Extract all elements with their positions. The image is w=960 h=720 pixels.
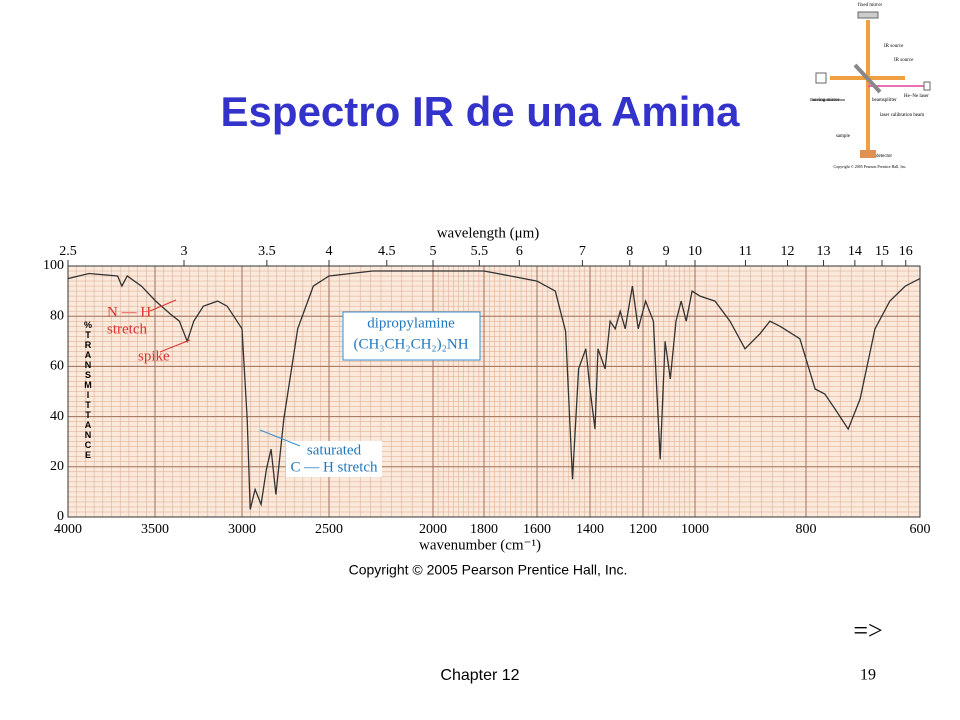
x2-tick-label: 9: [663, 244, 670, 259]
x2-tick-label: 8: [626, 244, 633, 259]
diagram-label: detector: [876, 154, 892, 159]
beamsplitter: [853, 63, 882, 94]
y-tick-label: 80: [50, 308, 64, 323]
x2-tick-label: 4: [326, 244, 333, 259]
detector: [860, 150, 876, 158]
x2-tick-label: 2.5: [59, 244, 77, 259]
annotation: N — H: [107, 304, 151, 320]
x2-tick-label: 16: [899, 244, 913, 259]
copyright: Copyright © 2005 Pearson Prentice Hall, …: [349, 562, 628, 578]
x-tick-label: 1800: [470, 522, 498, 537]
x-tick-label: 1400: [576, 522, 604, 537]
diagram-label: IR source: [894, 58, 914, 63]
y-tick-label: 60: [50, 359, 64, 374]
diagram-label: fixed mirror: [858, 3, 883, 8]
plot-frame: [67, 265, 921, 518]
annotation-line: [149, 299, 177, 312]
annotation: spike: [138, 348, 170, 364]
x2-tick-label: 14: [848, 244, 862, 259]
page-number: 19: [860, 667, 876, 684]
x2-axis-title: wavelength (μm): [437, 225, 540, 241]
diagram-label: IR source: [884, 44, 904, 49]
x-tick-label: 1200: [629, 522, 657, 537]
mirror: [815, 72, 827, 84]
x-tick-label: 3500: [141, 522, 169, 537]
x-tick-label: 600: [910, 522, 931, 537]
x2-tick-label: 7: [579, 244, 586, 259]
y-tick-label: 20: [50, 459, 64, 474]
y-tick-label: 40: [50, 409, 64, 424]
x2-tick-label: 4.5: [378, 244, 396, 259]
next-arrow[interactable]: =>: [853, 616, 882, 645]
diagram-bg: [812, 2, 930, 178]
x-tick-label: 1600: [523, 522, 551, 537]
x2-tick-label: 3: [181, 244, 188, 259]
mirror: [857, 11, 879, 19]
diagram-label: He–Ne laser: [904, 94, 929, 99]
x2-tick-label: 5: [430, 244, 437, 259]
interferometer-diagram: [812, 2, 931, 178]
x-axis-title: wavenumber (cm⁻¹): [419, 537, 541, 553]
diagram-label: beamsplitter: [872, 98, 897, 103]
x2-tick-label: 3.5: [258, 244, 276, 259]
x2-tick-label: 11: [739, 244, 752, 259]
footer: Chapter 12: [440, 667, 519, 684]
diagram-label: moving mirror: [810, 98, 840, 103]
annotation-box: [342, 311, 481, 361]
slide-title: Espectro IR de una Amina: [221, 88, 741, 135]
laser: [923, 81, 931, 91]
x-tick-label: 2000: [419, 522, 447, 537]
diagram-label: sample: [836, 134, 851, 139]
annotation: (CH₃CH₂CH₂)₂NH: [353, 336, 468, 352]
x-tick-label: 1000: [681, 522, 709, 537]
diagram-copyright: Copyright © 2005 Pearson Prentice Hall, …: [833, 164, 906, 170]
x2-tick-label: 6: [516, 244, 523, 259]
x2-tick-label: 12: [781, 244, 795, 259]
annotation: saturated: [307, 442, 362, 458]
annotation: dipropylamine: [367, 315, 455, 331]
x2-tick-label: 13: [817, 244, 831, 259]
y-tick-label: 0: [57, 509, 64, 524]
annotation: C — H stretch: [290, 459, 378, 475]
annotation-box: [286, 441, 382, 477]
x-tick-label: 3000: [228, 522, 256, 537]
x-tick-label: 4000: [54, 522, 82, 537]
annotation: stretch: [107, 321, 147, 337]
spectrum-line: [67, 270, 921, 510]
x-tick-label: 800: [796, 522, 817, 537]
x2-tick-label: 15: [875, 244, 889, 259]
annotation-line: [259, 429, 301, 447]
y-tick-label: 100: [43, 258, 64, 273]
annotation-line: [159, 339, 191, 353]
x-tick-label: 2500: [315, 522, 343, 537]
x2-tick-label: 10: [688, 244, 702, 259]
x2-tick-label: 5.5: [471, 244, 489, 259]
diagram-label: laser calibration beam: [880, 113, 924, 118]
